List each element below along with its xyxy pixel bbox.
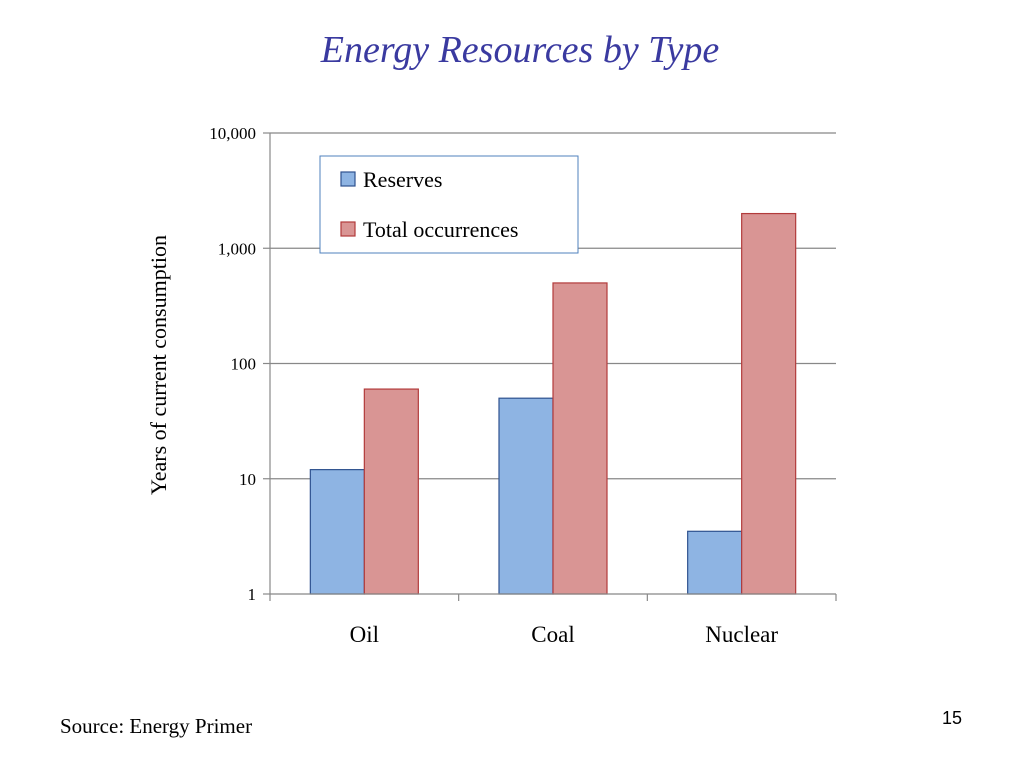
x-category-label: Oil <box>350 622 379 647</box>
x-category-labels: Oil Coal Nuclear <box>350 622 779 647</box>
y-tick-label: 100 <box>231 355 257 374</box>
legend-swatch-total-occurrences <box>340 221 356 237</box>
legend-box <box>319 155 579 254</box>
y-tick-labels: 1 10 100 1,000 10,000 <box>209 124 256 604</box>
y-tick-label: 10 <box>239 470 256 489</box>
legend: Reserves Total occurrences <box>319 155 579 254</box>
bar-total-occurrences-oil <box>363 388 419 595</box>
y-tick-label: 10,000 <box>209 124 256 143</box>
source-note: Source: Energy Primer <box>60 714 253 738</box>
legend-swatch-reserves <box>340 171 356 187</box>
slide-number: 15 <box>941 708 962 728</box>
x-category-label: Coal <box>531 622 574 647</box>
slide-title: Energy Resources by Type <box>320 29 720 71</box>
bar-reserves-nuclear <box>687 530 743 595</box>
bars <box>309 212 797 595</box>
legend-label-reserves: Reserves <box>363 167 442 192</box>
x-category-label: Nuclear <box>705 622 778 647</box>
bar-total-occurrences-nuclear <box>741 212 797 595</box>
axes <box>263 132 837 601</box>
bar-total-occurrences-coal <box>552 282 608 595</box>
y-tick-label: 1 <box>248 585 257 604</box>
y-axis-title: Years of current consumption <box>146 235 171 495</box>
bar-reserves-oil <box>309 469 365 595</box>
legend-label-total-occurrences: Total occurrences <box>363 217 518 242</box>
y-tick-label: 1,000 <box>218 239 256 258</box>
bar-reserves-coal <box>498 397 554 595</box>
